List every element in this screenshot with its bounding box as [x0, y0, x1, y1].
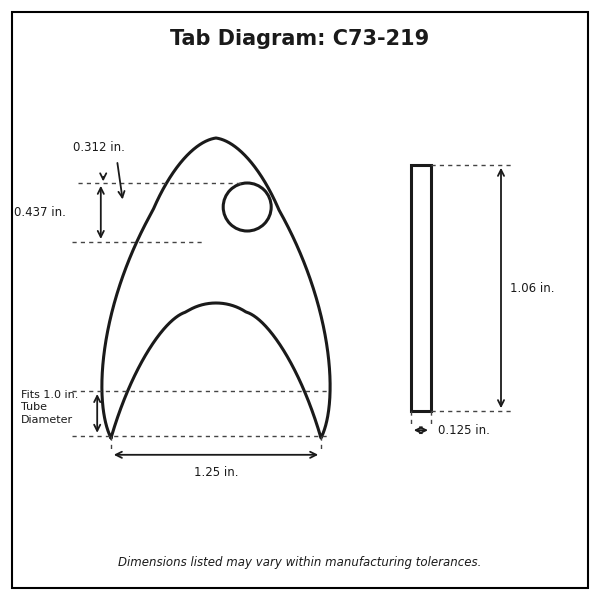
Text: 1.25 in.: 1.25 in. — [194, 466, 238, 479]
Text: 1.06 in.: 1.06 in. — [510, 281, 554, 295]
Bar — [411, 165, 431, 411]
Text: 0.312 in.: 0.312 in. — [73, 141, 125, 154]
Text: Tab Diagram: C73-219: Tab Diagram: C73-219 — [170, 29, 430, 49]
Text: Dimensions listed may vary within manufacturing tolerances.: Dimensions listed may vary within manufa… — [118, 556, 482, 569]
Text: Fits 1.0 in.
Tube
Diameter: Fits 1.0 in. Tube Diameter — [21, 390, 79, 425]
Text: 0.437 in.: 0.437 in. — [14, 206, 66, 219]
Text: 0.125 in.: 0.125 in. — [438, 424, 490, 437]
